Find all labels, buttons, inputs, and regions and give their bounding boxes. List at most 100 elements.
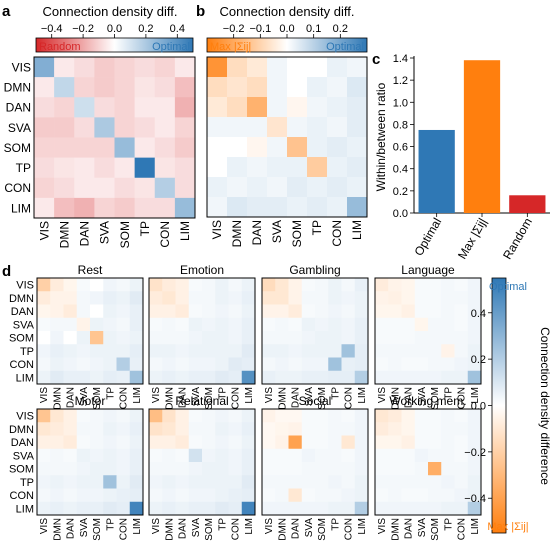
panel-a-cell-VIS-CON — [154, 57, 176, 78]
panel-d-task-3-cell-LIM-CON — [454, 370, 469, 385]
panel-d-colorbar: Optimal Max |Σij| −0.4 −0.2 0.0 0.2 0.4 Conn… — [464, 277, 552, 534]
panel-b-cell-TP-SOM — [287, 157, 308, 178]
panel-d-task-6-cell-VIS-SOM — [315, 409, 329, 423]
panel-d-task-7-col-label: DMN — [390, 518, 401, 541]
panel-d-task-2-cell-TP-SVA — [301, 344, 316, 358]
panel-d-task-6-cell-CON-VIS — [262, 488, 276, 503]
panel-d-task-2-cell-SOM-DMN — [275, 331, 289, 345]
panel-d-task-1-cell-LIM-LIM — [241, 370, 256, 385]
panel-d-task-0-col-label: TP — [105, 387, 116, 400]
panel-d-task-4-cell-CON-CON — [116, 488, 131, 503]
panel-d-task-1-cell-DAN-SOM — [202, 304, 216, 319]
panel-a-colorbar: Connection density diff. −0.4 −0.2 0.0 0.2 0… — [35, 4, 194, 53]
panel-label-d: d — [2, 263, 11, 280]
panel-a-cell-SVA-VIS — [34, 117, 55, 138]
panel-b-cell-DMN-DAN — [247, 77, 268, 98]
panel-b-cell-VIS-VIS — [207, 57, 228, 78]
panel-d-task-3-cell-VIS-CON — [454, 278, 469, 292]
panel-d-task-0-cell-TP-SVA — [76, 344, 91, 358]
panel-b-cell-VIS-LIM — [347, 57, 368, 78]
panel-d-task-0-cell-SOM-SOM — [90, 331, 104, 345]
panel-d-task-7-cell-DMN-CON — [454, 422, 469, 436]
panel-b-colorbar-title: Connection density diff. — [220, 4, 355, 19]
panel-d-task-2-cell-TP-VIS — [262, 344, 276, 358]
panel-d-task-4-cell-TP-DMN — [50, 475, 64, 489]
panel-d-task-0-col-label: VIS — [39, 387, 50, 403]
panel-d-task-6-cell-SVA-SVA — [301, 448, 316, 463]
panel-b-cell-SOM-DAN — [247, 137, 268, 158]
panel-d-task-0-cell-LIM-SOM — [90, 370, 104, 385]
panel-d-task-7-cell-TP-VIS — [375, 475, 389, 489]
panel-d-task-5-cell-VIS-VIS — [149, 409, 163, 423]
panel-d-task-1-cell-CON-SOM — [202, 357, 216, 372]
panel-d-task-4-cell-DAN-TP — [103, 435, 117, 450]
panel-d-task-6-cell-TP-TP — [328, 475, 342, 489]
panel-d-task-1-cell-VIS-SOM — [202, 278, 216, 292]
panel-d-task-1-cell-CON-DAN — [175, 357, 190, 372]
panel-d-task-4-cell-TP-DAN — [63, 475, 78, 489]
panel-d-task-4-cell-LIM-DMN — [50, 501, 64, 516]
panel-d-task-5-cell-DAN-VIS — [149, 435, 163, 450]
panel-d-task-1-cell-VIS-DAN — [175, 278, 190, 292]
panel-d-task-2-cell-DMN-VIS — [262, 291, 276, 305]
panel-b-cell-SVA-CON — [327, 117, 348, 138]
panel-d-task-6-cell-SVA-LIM — [354, 448, 369, 463]
panel-d-task-2-cell-LIM-CON — [341, 370, 356, 385]
panel-d-task-7-cell-DAN-SVA — [414, 435, 429, 450]
panel-d-task-5-cell-CON-SOM — [202, 488, 216, 503]
panel-a-cell-DAN-SVA — [94, 97, 115, 118]
panel-d-task-4-cell-CON-VIS — [37, 488, 51, 503]
panel-d-task-5-cell-SVA-SVA — [188, 448, 203, 463]
panel-d-task-4-cell-DAN-DMN — [50, 435, 64, 450]
panel-a-cell-VIS-LIM — [174, 57, 196, 78]
panel-d-task-1-cell-LIM-DAN — [175, 370, 190, 385]
panel-d-task-7-cell-TP-TP — [441, 475, 455, 489]
panel-d-task-1-cell-SOM-LIM — [241, 331, 256, 345]
panel-d-task-7-cell-VIS-SOM — [428, 409, 442, 423]
panel-d-task-2-cell-DMN-TP — [328, 291, 342, 305]
panel-b-colorbar-tick-label: −0.2 — [223, 23, 245, 35]
panel-d-task-1-cell-DAN-SVA — [188, 304, 203, 319]
panel-d-task-5-cell-TP-SVA — [188, 475, 203, 489]
panel-d-task-2-cell-TP-TP — [328, 344, 342, 358]
panel-d-task-6-cell-CON-SOM — [315, 488, 329, 503]
panel-d-task-0-cell-TP-VIS — [37, 344, 51, 358]
panel-d-task-3-col-label: TP — [443, 387, 454, 400]
panel-d-task-6-cell-TP-DAN — [288, 475, 303, 489]
panel-a-cell-SVA-SOM — [114, 117, 135, 138]
panel-a-cell-SVA-LIM — [174, 117, 196, 138]
panel-d-task-6-cell-DAN-SOM — [315, 435, 329, 450]
panel-d-task-7-cell-CON-SVA — [414, 488, 429, 503]
panel-d-task-5-cell-CON-DMN — [162, 488, 176, 503]
panel-d-task-1-cell-TP-SVA — [188, 344, 203, 358]
panel-d-task-6-cell-CON-DMN — [275, 488, 289, 503]
panel-d-task-7-col-label: SVA — [417, 518, 428, 538]
panel-d-task-3-cell-CON-SVA — [414, 357, 429, 372]
panel-d-task-0-col-label: LIM — [132, 387, 143, 404]
panel-d-task-7-cell-SOM-VIS — [375, 462, 389, 476]
panel-d-task-7-col-label: LIM — [470, 518, 481, 535]
panel-a-cell-VIS-TP — [134, 57, 156, 78]
panel-b-cell-TP-DMN — [227, 157, 248, 178]
panel-d-task-1-col-label: TP — [217, 387, 228, 400]
panel-d-task-3-cell-DMN-TP — [441, 291, 455, 305]
panel-d-task-5-cell-LIM-TP — [215, 501, 229, 516]
panel-d-task-5-cell-DMN-TP — [215, 422, 229, 436]
panel-d-task-3-cell-LIM-SVA — [414, 370, 429, 385]
panel-d-task-5-cell-CON-DAN — [175, 488, 190, 503]
panel-d-task-0-cell-TP-TP — [103, 344, 117, 358]
panel-d-task-1-cell-DMN-CON — [228, 291, 243, 305]
panel-d-task-2-cell-CON-LIM — [354, 357, 369, 372]
panel-d-task-5-cell-TP-VIS — [149, 475, 163, 489]
panel-d-task-5-cell-SOM-LIM — [241, 462, 256, 476]
panel-b-cell-LIM-VIS — [207, 197, 228, 218]
panel-d-task-1-cell-SVA-SVA — [188, 317, 203, 332]
panel-d-task-4-cell-SVA-LIM — [129, 448, 144, 463]
panel-d-task-7-cell-LIM-TP — [441, 501, 455, 516]
panel-d-task-1-cell-CON-CON — [228, 357, 243, 372]
panel-d-task-6-cell-DAN-VIS — [262, 435, 276, 450]
panel-b-cell-VIS-DAN — [247, 57, 268, 78]
panel-d-task-3-cell-TP-VIS — [375, 344, 389, 358]
panel-a-cell-VIS-VIS — [34, 57, 55, 78]
panel-d-task-5-frame — [148, 408, 256, 516]
